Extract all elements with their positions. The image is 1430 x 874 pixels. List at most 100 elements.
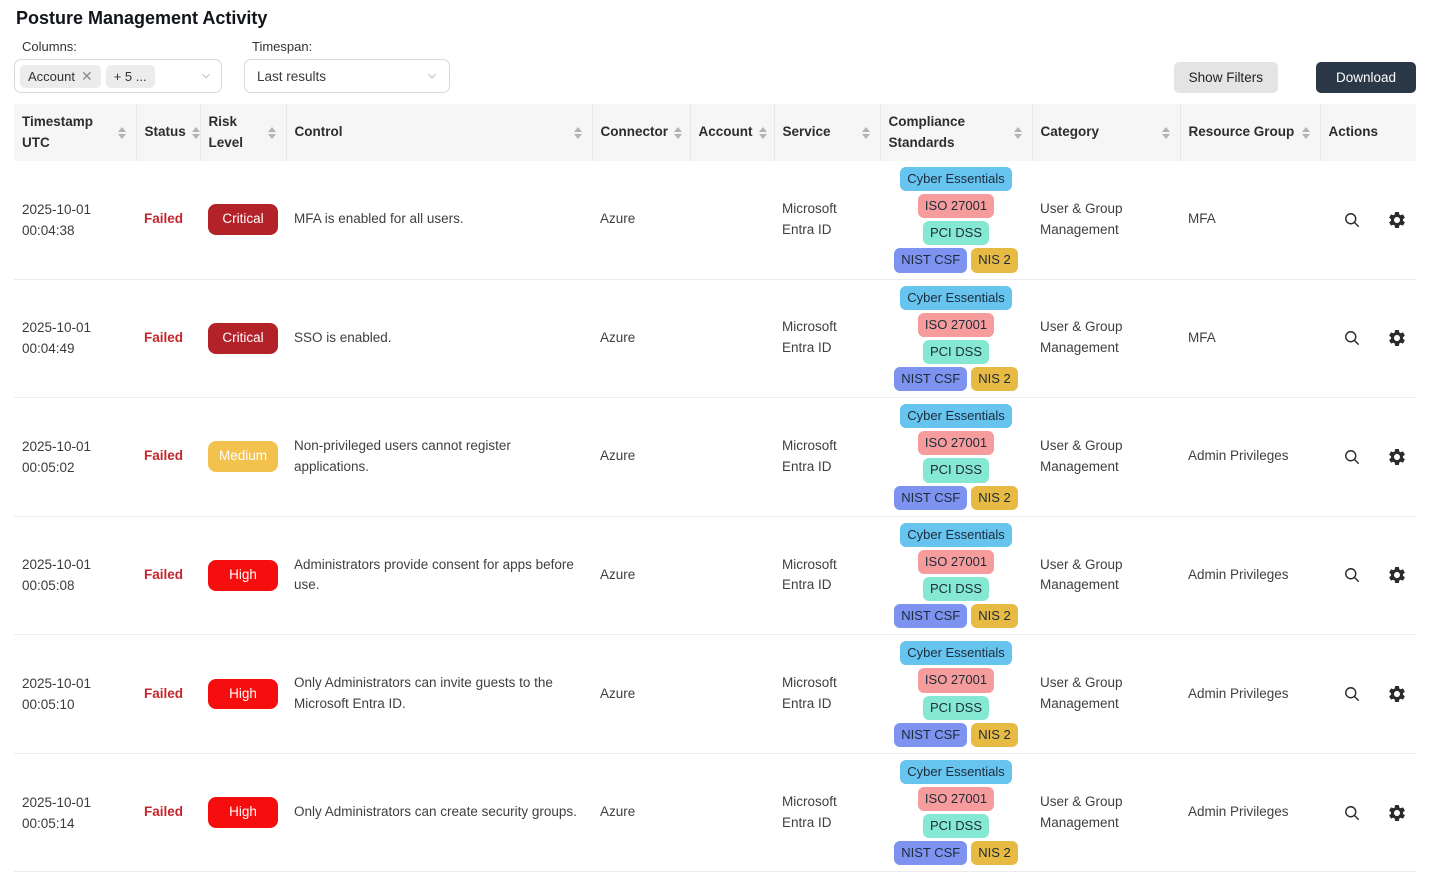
tag-label: + 5 ... — [113, 68, 147, 84]
actions-cell — [1320, 753, 1416, 872]
table-header: Timestamp UTC Status Risk Level Control … — [14, 104, 1416, 161]
sort-icon[interactable] — [672, 125, 684, 141]
column-header-service[interactable]: Service — [774, 104, 881, 161]
risk-badge: High — [208, 678, 278, 710]
status-text: Failed — [144, 329, 184, 345]
service-cell: Microsoft Entra ID — [782, 200, 837, 237]
column-header-control[interactable]: Control — [286, 104, 593, 161]
compliance-badge: PCI DSS — [922, 339, 989, 364]
settings-button[interactable] — [1387, 684, 1407, 704]
chevron-down-icon — [199, 69, 213, 83]
compliance-badge: ISO 27001 — [917, 194, 995, 219]
timestamp-cell: 2025-10-01 00:05:14 — [14, 753, 136, 872]
compliance-badge: Cyber Essentials — [900, 285, 1012, 310]
timespan-filter-group: Timespan: Last results — [244, 39, 450, 93]
account-cell — [690, 279, 774, 398]
settings-button[interactable] — [1387, 565, 1407, 585]
resource-group-cell: Admin Privileges — [1188, 448, 1289, 464]
timestamp-date: 2025-10-01 — [22, 676, 92, 692]
timestamp-date: 2025-10-01 — [22, 201, 92, 217]
service-cell: Microsoft Entra ID — [782, 793, 837, 830]
column-header-category[interactable]: Category — [1032, 104, 1181, 161]
settings-button[interactable] — [1387, 210, 1407, 230]
sort-icon[interactable] — [190, 125, 202, 141]
connector-cell: Azure — [600, 804, 636, 820]
compliance-badge: PCI DSS — [922, 814, 989, 839]
timestamp-date: 2025-10-01 — [22, 557, 92, 573]
resource-group-cell: Admin Privileges — [1188, 804, 1289, 820]
compliance-badge: NIST CSF — [894, 248, 968, 273]
status-cell: Failed — [136, 398, 200, 517]
timestamp-date: 2025-10-01 — [22, 320, 92, 336]
sort-icon[interactable] — [116, 125, 128, 141]
compliance-badges: Cyber Essentials ISO 27001 PCI DSS NIST CSF… — [888, 759, 1024, 866]
compliance-badges: Cyber Essentials ISO 27001 PCI DSS NIST CSF… — [888, 522, 1024, 629]
column-header-timestamp[interactable]: Timestamp UTC — [14, 104, 137, 161]
timespan-select[interactable]: Last results — [244, 59, 450, 93]
sort-icon[interactable] — [757, 125, 769, 141]
columns-tag-more[interactable]: + 5 ... — [105, 64, 155, 88]
show-filters-button[interactable]: Show Filters — [1173, 62, 1278, 93]
sort-icon[interactable] — [572, 125, 584, 141]
settings-button[interactable] — [1387, 328, 1407, 348]
inspect-button[interactable] — [1342, 210, 1362, 230]
service-cell: Microsoft Entra ID — [782, 556, 837, 593]
inspect-button[interactable] — [1342, 328, 1362, 348]
compliance-badge: Cyber Essentials — [900, 404, 1012, 429]
timestamp-date: 2025-10-01 — [22, 794, 92, 810]
compliance-badges: Cyber Essentials ISO 27001 PCI DSS NIST CSF… — [888, 404, 1024, 510]
connector-cell: Azure — [600, 448, 636, 464]
risk-level-cell: Critical — [200, 279, 286, 398]
compliance-badge: PCI DSS — [922, 221, 989, 246]
timestamp-cell: 2025-10-01 00:04:38 — [14, 161, 136, 279]
compliance-badge: NIS 2 — [971, 485, 1018, 510]
table-row: 2025-10-01 00:05:10 Failed High Only Adm… — [14, 634, 1416, 754]
inspect-button[interactable] — [1342, 447, 1362, 467]
column-header-resource-group[interactable]: Resource Group — [1180, 104, 1321, 161]
column-header-account[interactable]: Account — [690, 104, 775, 161]
control-cell: Administrators provide consent for apps … — [294, 556, 574, 593]
compliance-badge: ISO 27001 — [917, 431, 995, 456]
remove-tag-icon[interactable]: ✕ — [80, 68, 93, 84]
account-cell — [690, 398, 774, 517]
inspect-button[interactable] — [1342, 684, 1362, 704]
columns-tag-account[interactable]: Account ✕ — [20, 64, 101, 88]
compliance-badge: Cyber Essentials — [900, 641, 1012, 666]
timestamp-cell: 2025-10-01 00:04:49 — [14, 279, 136, 398]
compliance-badge: NIS 2 — [971, 841, 1018, 866]
column-header-connector[interactable]: Connector — [592, 104, 691, 161]
column-header-compliance-standards[interactable]: Compliance Standards — [880, 104, 1033, 161]
compliance-badge: NIS 2 — [971, 248, 1018, 273]
timespan-label: Timespan: — [252, 39, 313, 54]
table-row: 2025-10-01 00:05:14 Failed High Only Adm… — [14, 753, 1416, 872]
category-cell: User & Group Management — [1040, 793, 1123, 830]
account-cell — [690, 161, 774, 279]
sort-icon[interactable] — [1012, 125, 1024, 141]
compliance-badge: NIST CSF — [894, 722, 968, 747]
risk-badge: Critical — [208, 204, 278, 236]
compliance-badge: NIS 2 — [971, 366, 1018, 392]
control-cell: Only Administrators can create security … — [294, 804, 577, 820]
timestamp-cell: 2025-10-01 00:05:10 — [14, 635, 136, 754]
download-button[interactable]: Download — [1315, 62, 1416, 93]
columns-multiselect[interactable]: Account ✕ + 5 ... — [14, 59, 222, 93]
sort-icon[interactable] — [266, 125, 278, 141]
connector-cell: Azure — [600, 567, 636, 582]
sort-icon[interactable] — [1160, 125, 1172, 141]
status-cell: Failed — [136, 161, 200, 279]
sort-icon[interactable] — [1300, 125, 1312, 141]
inspect-button[interactable] — [1342, 565, 1362, 585]
settings-button[interactable] — [1387, 447, 1407, 467]
status-text: Failed — [144, 804, 184, 820]
timestamp-time: 00:04:38 — [22, 222, 75, 238]
column-header-status[interactable]: Status — [136, 104, 202, 161]
settings-button[interactable] — [1387, 803, 1407, 823]
inspect-button[interactable] — [1342, 803, 1362, 823]
sort-icon[interactable] — [860, 125, 872, 141]
risk-level-cell: High — [200, 635, 286, 754]
column-header-risk-level[interactable]: Risk Level — [200, 104, 287, 161]
